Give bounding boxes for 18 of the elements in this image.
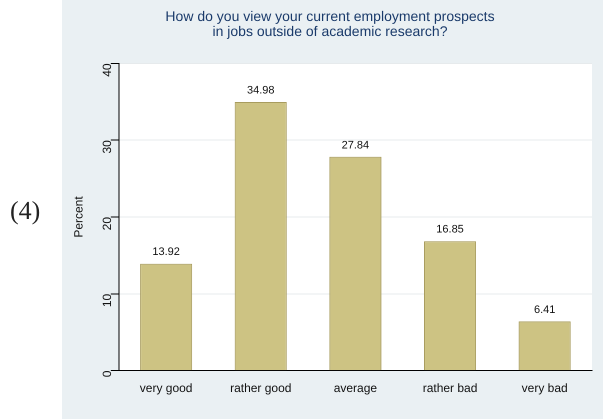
data-label: 27.84 [342, 139, 370, 152]
y-tick-label: 40 [100, 63, 114, 77]
y-axis-title: Percent [72, 196, 86, 238]
x-tick-label: very good [140, 381, 192, 396]
data-label: 6.41 [534, 304, 556, 316]
y-tick-label: 10 [100, 293, 114, 308]
data-label: 13.92 [152, 246, 180, 258]
y-tick-label: 30 [100, 140, 114, 154]
data-label: 34.98 [246, 84, 275, 96]
y-tick-label: 20 [100, 216, 114, 230]
x-tick-label: rather good [230, 381, 292, 396]
text: (4) [10, 196, 40, 226]
data-label: 16.85 [436, 224, 464, 236]
chart-title: How do you view your current employment prospects in jobs outside of academic research? [165, 8, 495, 39]
x-tick-label: very bad [522, 381, 568, 396]
x-tick-label: rather bad [422, 381, 478, 396]
x-tick-label: average [334, 381, 378, 396]
y-tick-label: 0 [100, 370, 114, 378]
